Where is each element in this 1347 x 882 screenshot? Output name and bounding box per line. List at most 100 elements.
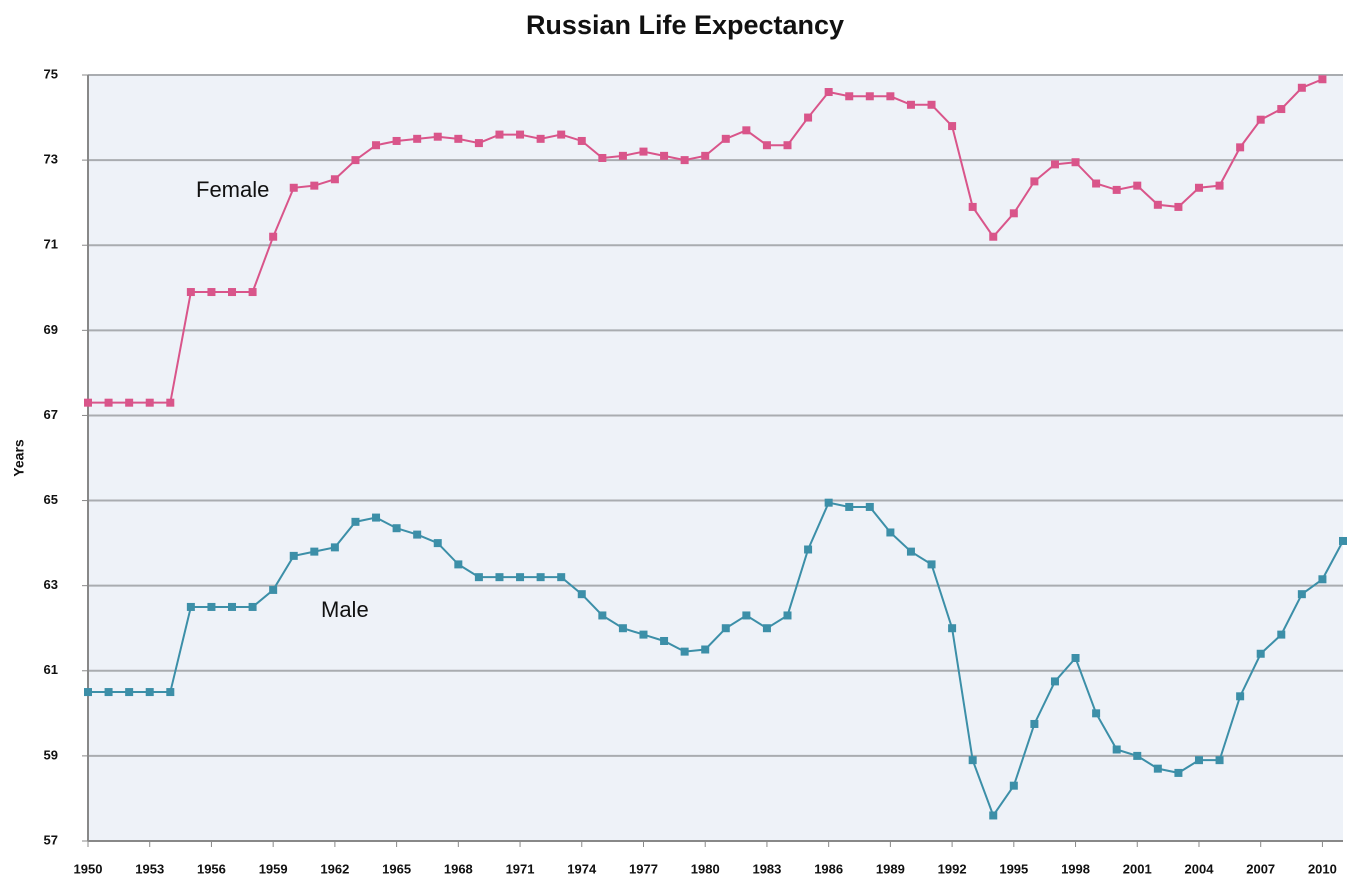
y-tick-label: 63 xyxy=(44,577,58,592)
marker xyxy=(886,92,895,101)
marker xyxy=(1215,756,1224,765)
x-tick-label: 2010 xyxy=(1308,861,1337,876)
marker xyxy=(1339,536,1347,545)
marker xyxy=(845,92,854,101)
marker xyxy=(104,398,113,407)
marker xyxy=(1133,181,1142,190)
marker xyxy=(804,113,813,122)
marker xyxy=(1318,75,1327,84)
marker xyxy=(742,611,751,620)
marker xyxy=(454,560,463,569)
marker xyxy=(660,151,669,160)
marker xyxy=(474,139,483,148)
marker xyxy=(351,517,360,526)
marker xyxy=(927,560,936,569)
marker xyxy=(1318,575,1327,584)
annotation: Male xyxy=(321,597,369,622)
marker xyxy=(351,156,360,165)
marker xyxy=(1112,745,1121,754)
y-tick-label: 71 xyxy=(44,237,58,252)
marker xyxy=(639,630,648,639)
marker xyxy=(721,134,730,143)
marker xyxy=(516,130,525,139)
x-tick-label: 1989 xyxy=(876,861,905,876)
marker xyxy=(1256,115,1265,124)
marker xyxy=(1194,183,1203,192)
marker xyxy=(1009,781,1018,790)
marker xyxy=(618,151,627,160)
y-tick-label: 67 xyxy=(44,407,58,422)
marker xyxy=(1050,677,1059,686)
marker xyxy=(989,811,998,820)
marker xyxy=(1133,751,1142,760)
marker xyxy=(330,175,339,184)
marker xyxy=(660,636,669,645)
marker xyxy=(433,132,442,141)
y-tick-label: 61 xyxy=(44,662,58,677)
marker xyxy=(680,156,689,165)
marker xyxy=(948,624,957,633)
marker xyxy=(824,498,833,507)
marker xyxy=(742,126,751,135)
x-tick-label: 2001 xyxy=(1123,861,1152,876)
marker xyxy=(804,545,813,554)
x-tick-label: 1959 xyxy=(259,861,288,876)
marker xyxy=(557,130,566,139)
marker xyxy=(207,288,216,297)
chart-title: Russian Life Expectancy xyxy=(526,10,844,40)
marker xyxy=(968,756,977,765)
marker xyxy=(330,543,339,552)
marker xyxy=(1030,177,1039,186)
annotation: Female xyxy=(196,177,269,202)
marker xyxy=(125,398,134,407)
marker xyxy=(1256,649,1265,658)
marker xyxy=(865,502,874,511)
marker xyxy=(145,398,154,407)
plot-area xyxy=(88,75,1343,841)
marker xyxy=(1174,768,1183,777)
marker xyxy=(495,573,504,582)
marker xyxy=(680,647,689,656)
marker xyxy=(1092,179,1101,188)
marker xyxy=(906,100,915,109)
marker xyxy=(557,573,566,582)
marker xyxy=(125,688,134,697)
marker xyxy=(413,530,422,539)
marker xyxy=(968,202,977,211)
marker xyxy=(1112,185,1121,194)
marker xyxy=(1194,756,1203,765)
x-tick-label: 1971 xyxy=(506,861,535,876)
marker xyxy=(310,547,319,556)
x-tick-label: 1974 xyxy=(567,861,597,876)
marker xyxy=(1215,181,1224,190)
y-tick-label: 73 xyxy=(44,152,58,167)
marker xyxy=(598,153,607,162)
marker xyxy=(433,539,442,548)
x-tick-label: 1995 xyxy=(999,861,1028,876)
marker xyxy=(845,502,854,511)
marker xyxy=(1153,200,1162,209)
x-tick-label: 2007 xyxy=(1246,861,1275,876)
marker xyxy=(166,688,175,697)
marker xyxy=(474,573,483,582)
y-tick-label: 75 xyxy=(44,66,58,81)
y-tick-label: 57 xyxy=(44,832,58,847)
x-tick-label: 1950 xyxy=(74,861,103,876)
marker xyxy=(1236,143,1245,152)
marker xyxy=(228,602,237,611)
marker xyxy=(927,100,936,109)
marker xyxy=(1092,709,1101,718)
marker xyxy=(104,688,113,697)
marker xyxy=(289,551,298,560)
marker xyxy=(186,602,195,611)
marker xyxy=(145,688,154,697)
marker xyxy=(166,398,175,407)
marker xyxy=(1153,764,1162,773)
marker xyxy=(1071,158,1080,167)
marker xyxy=(372,141,381,150)
marker xyxy=(598,611,607,620)
marker xyxy=(783,141,792,150)
marker xyxy=(1277,630,1286,639)
y-tick-label: 69 xyxy=(44,322,58,337)
